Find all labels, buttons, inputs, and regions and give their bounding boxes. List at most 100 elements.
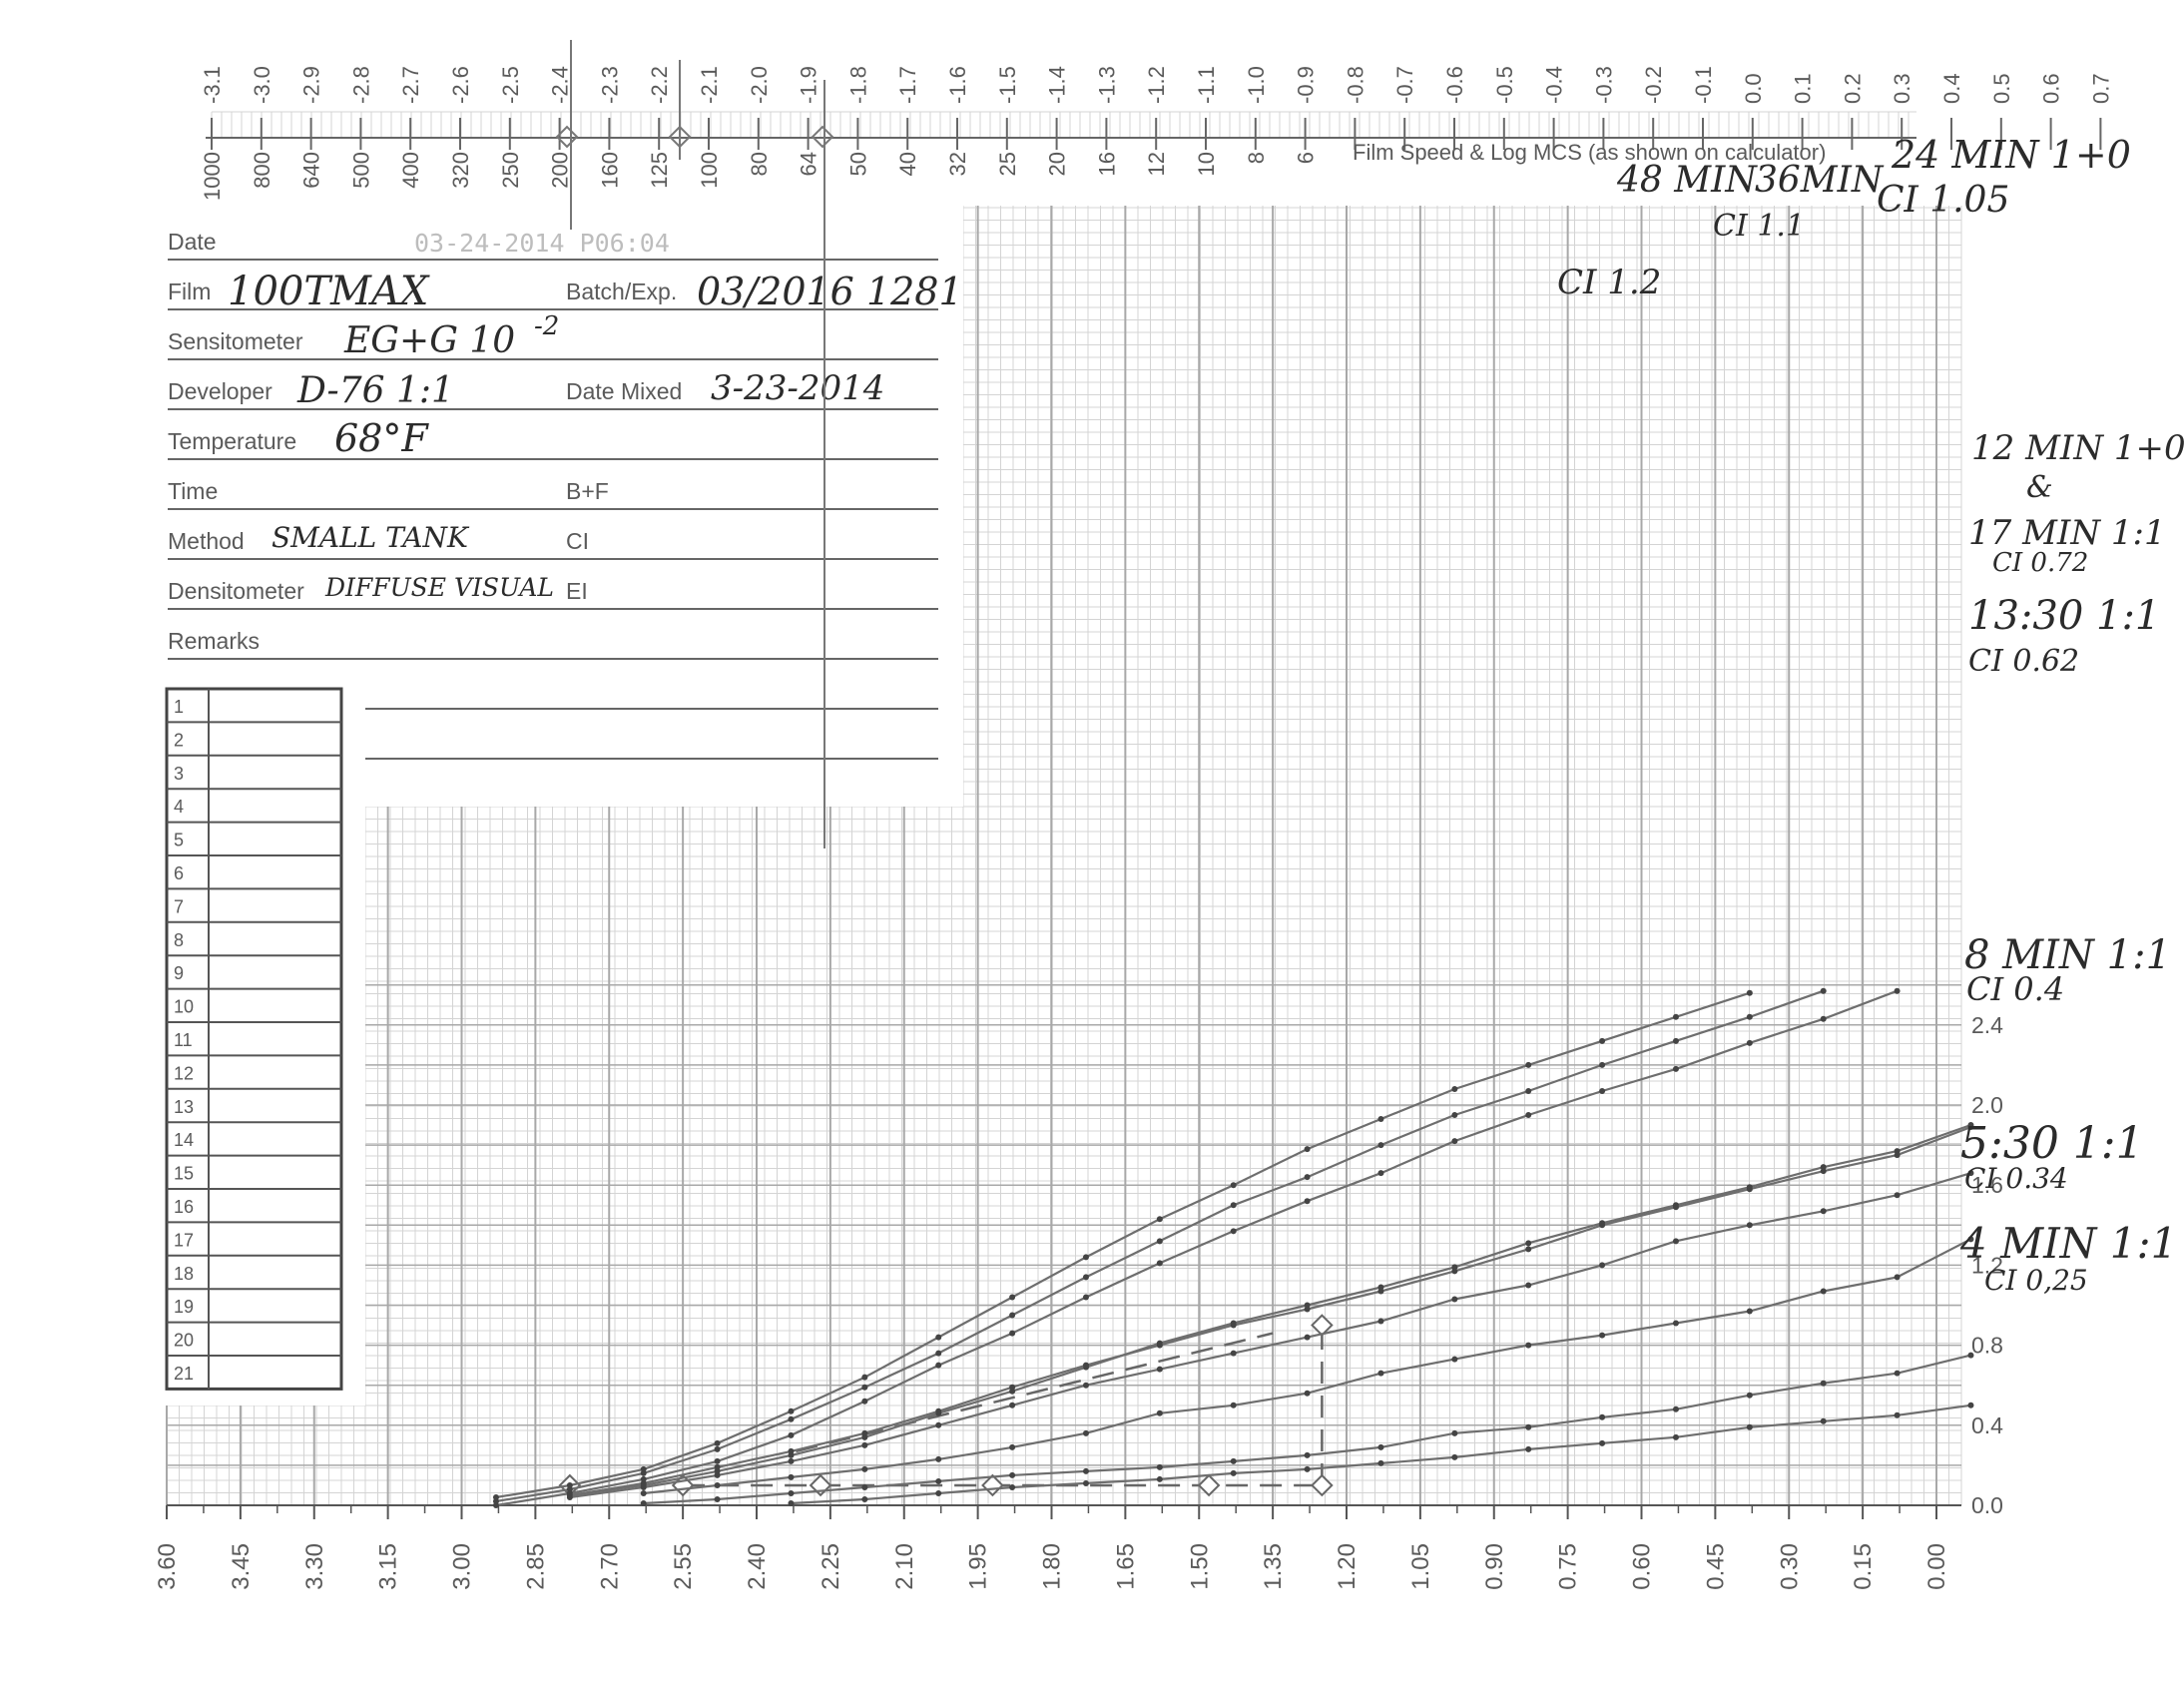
data-point bbox=[861, 1429, 868, 1436]
data-point bbox=[1451, 1296, 1458, 1303]
top-log-label: -3.1 bbox=[200, 66, 225, 104]
table-row-number: 7 bbox=[174, 896, 184, 916]
batch-value: 03/2016 1281 bbox=[697, 270, 963, 313]
data-point bbox=[714, 1495, 721, 1502]
sensitometer-value: EG+G 10 bbox=[343, 320, 515, 361]
temperature-value: 68°F bbox=[334, 416, 429, 460]
top-log-label: -1.6 bbox=[945, 66, 970, 104]
table-row-number: 13 bbox=[174, 1097, 194, 1117]
annotation-4min: 4 MIN 1:1 bbox=[1959, 1219, 2177, 1268]
x-tick-label: 1.65 bbox=[1112, 1543, 1139, 1590]
top-log-label: -2.8 bbox=[348, 66, 373, 104]
data-point bbox=[788, 1489, 795, 1496]
sensitometer-exponent: -2 bbox=[534, 311, 559, 341]
data-point bbox=[1082, 1362, 1089, 1369]
data-point bbox=[861, 1398, 868, 1405]
x-tick-label: 0.75 bbox=[1555, 1543, 1582, 1590]
data-point bbox=[1082, 1274, 1089, 1281]
data-point bbox=[1820, 987, 1827, 994]
graph-paper-grid bbox=[166, 206, 1962, 1506]
x-tick-label: 2.10 bbox=[891, 1543, 918, 1590]
data-point bbox=[1156, 1475, 1163, 1482]
data-point bbox=[1746, 1013, 1753, 1020]
data-point bbox=[1525, 1087, 1532, 1094]
x-tick-label: 0.90 bbox=[1481, 1543, 1508, 1590]
speed-diamond-marker bbox=[668, 125, 692, 149]
table-row-number: 18 bbox=[174, 1264, 194, 1284]
data-point bbox=[1082, 1254, 1089, 1261]
data-point bbox=[861, 1374, 868, 1381]
x-tick-label: 3.15 bbox=[375, 1543, 402, 1590]
table-row-number: 8 bbox=[174, 930, 184, 950]
series-line bbox=[495, 989, 1898, 1507]
series-5-30 bbox=[640, 1352, 1974, 1506]
data-point bbox=[1156, 1366, 1163, 1373]
date-stamp: 03-24-2014 P06:04 bbox=[414, 229, 670, 258]
data-point bbox=[1894, 1370, 1901, 1377]
top-speed-label: 16 bbox=[1094, 152, 1119, 176]
data-point bbox=[1525, 1112, 1532, 1119]
speed-diamond-marker bbox=[811, 125, 834, 149]
table-row-number: 3 bbox=[174, 764, 184, 784]
data-point bbox=[1451, 1429, 1458, 1436]
top-log-label: -1.1 bbox=[1194, 66, 1219, 104]
top-log-label: 0.3 bbox=[1890, 73, 1914, 104]
data-point bbox=[1230, 1457, 1237, 1464]
date-mixed-label: Date Mixed bbox=[566, 378, 682, 404]
top-speed-label: 160 bbox=[597, 152, 622, 189]
ci-label: CI bbox=[566, 528, 589, 554]
data-point bbox=[935, 1362, 942, 1369]
top-log-label: -0.3 bbox=[1591, 66, 1616, 104]
data-point bbox=[1525, 1342, 1532, 1349]
data-point bbox=[640, 1499, 647, 1506]
data-point bbox=[788, 1447, 795, 1454]
data-point bbox=[935, 1421, 942, 1428]
data-point bbox=[1377, 1288, 1384, 1295]
top-speed-label: 400 bbox=[398, 152, 423, 189]
data-point bbox=[1009, 1312, 1016, 1319]
data-point bbox=[1894, 1192, 1901, 1199]
data-point bbox=[1451, 1453, 1458, 1460]
data-point bbox=[788, 1473, 795, 1480]
data-point bbox=[1377, 1116, 1384, 1123]
annotation-8min: 8 MIN 1:1 bbox=[1964, 932, 2171, 978]
data-point bbox=[861, 1441, 868, 1448]
table-row-number: 15 bbox=[174, 1164, 194, 1184]
data-form: Date 03-24-2014 P06:04 Film 100TMAX Batc… bbox=[0, 206, 963, 1406]
data-point bbox=[1599, 1087, 1606, 1094]
data-point bbox=[1009, 1294, 1016, 1301]
data-point bbox=[935, 1407, 942, 1414]
x-tick-label: 1.80 bbox=[1039, 1543, 1066, 1590]
batch-label: Batch/Exp. bbox=[566, 279, 677, 304]
date-label: Date bbox=[168, 229, 217, 255]
top-log-label: -2.5 bbox=[498, 66, 523, 104]
top-speed-label: 40 bbox=[895, 152, 920, 176]
annotation-13-30: 13:30 1:1 bbox=[1968, 593, 2160, 639]
annotation-17min: 17 MIN 1:1 bbox=[1968, 513, 2166, 553]
data-point bbox=[1672, 1013, 1679, 1020]
data-point bbox=[788, 1415, 795, 1422]
top-log-label: 0.5 bbox=[1989, 73, 2014, 104]
series-24-min bbox=[492, 987, 1901, 1508]
data-point bbox=[1525, 1445, 1532, 1452]
data-point bbox=[788, 1499, 795, 1506]
ei-label: EI bbox=[566, 578, 588, 604]
top-log-label: -2.4 bbox=[548, 66, 573, 104]
top-speed-label: 500 bbox=[348, 152, 373, 189]
data-point bbox=[1746, 1186, 1753, 1193]
data-point bbox=[935, 1455, 942, 1462]
data-point bbox=[1672, 1204, 1679, 1211]
sensitometer-label: Sensitometer bbox=[168, 328, 303, 354]
annotation-48min: 48 MIN bbox=[1616, 160, 1758, 201]
top-speed-label: 80 bbox=[747, 152, 772, 176]
developer-label: Developer bbox=[168, 378, 273, 404]
top-speed-label: 320 bbox=[448, 152, 473, 189]
table-row-number: 14 bbox=[174, 1130, 194, 1150]
data-point bbox=[714, 1471, 721, 1478]
data-point bbox=[1377, 1443, 1384, 1450]
top-log-label: -1.8 bbox=[845, 66, 870, 104]
series-13-30 bbox=[566, 1170, 1974, 1500]
data-point bbox=[714, 1445, 721, 1452]
